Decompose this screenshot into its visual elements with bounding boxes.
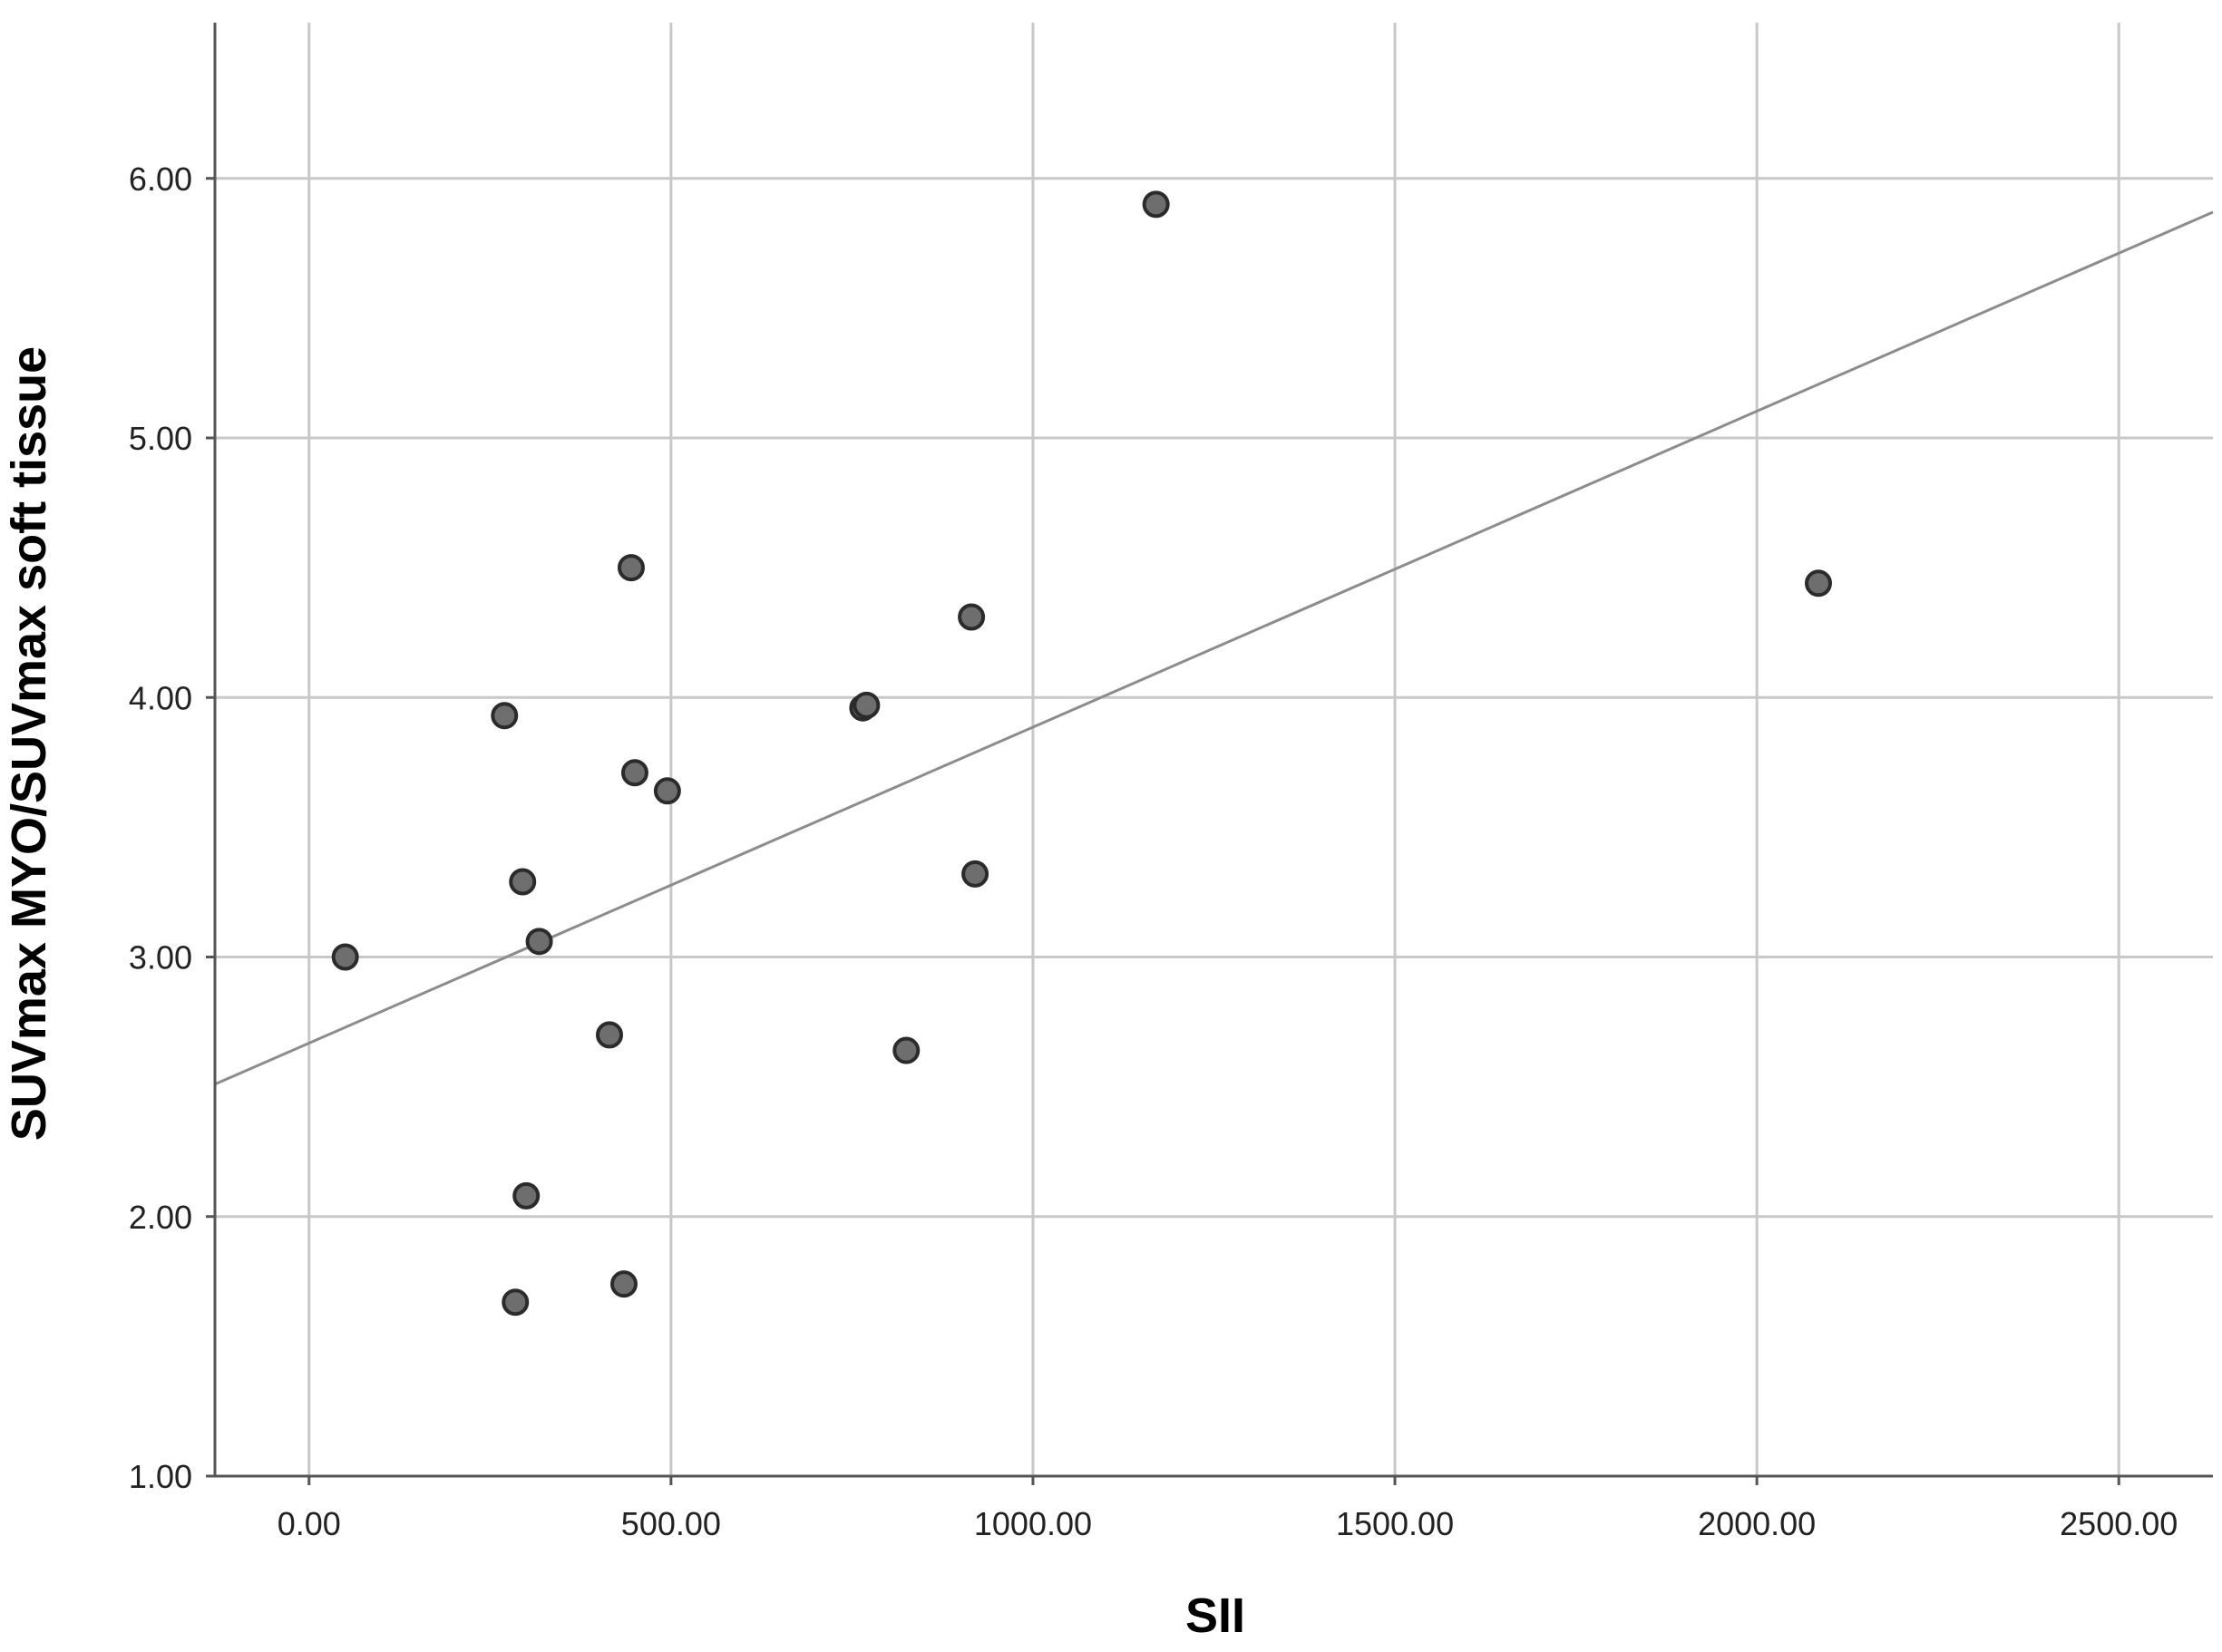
y-tick-label: 2.00 [129,1199,192,1236]
data-points [331,190,1832,1317]
data-point [596,1021,624,1049]
data-point [892,1036,921,1064]
data-point [331,943,359,971]
data-point [609,1270,638,1298]
data-point [1142,190,1170,219]
data-point [961,860,989,888]
x-tick-label: 2000.00 [1698,1505,1816,1542]
data-point [958,603,986,631]
y-tick-label: 5.00 [129,420,192,457]
tick-labels: 0.00 500.00 1000.00 1500.00 2000.00 2500.00 1.… [129,160,2178,1542]
x-tick-label: 1000.00 [974,1505,1092,1542]
data-point [653,777,681,805]
x-tick-label: 1500.00 [1336,1505,1454,1542]
regression-line [214,210,2214,1086]
data-point [525,928,553,956]
data-point [502,1288,530,1317]
data-point [491,702,519,730]
y-axis-title: SUVmax MYO/SUVmax soft tissue [2,346,56,1141]
y-tick-label: 4.00 [129,679,192,716]
axes [206,23,2213,1485]
data-point [620,759,648,787]
data-point [1804,569,1832,598]
data-point [512,1181,541,1210]
x-tick-label: 0.00 [278,1505,341,1542]
data-point [617,554,645,582]
x-tick-label: 2500.00 [2060,1505,2178,1542]
x-tick-label: 500.00 [621,1505,721,1542]
y-tick-label: 1.00 [129,1458,192,1495]
data-point [509,868,537,896]
grid-lines [215,23,2213,1478]
x-axis-title: SII [1185,1589,1245,1643]
data-point [853,691,881,719]
y-tick-label: 3.00 [129,939,192,977]
fit-line-layer [214,210,2214,1086]
y-tick-label: 6.00 [129,160,192,198]
